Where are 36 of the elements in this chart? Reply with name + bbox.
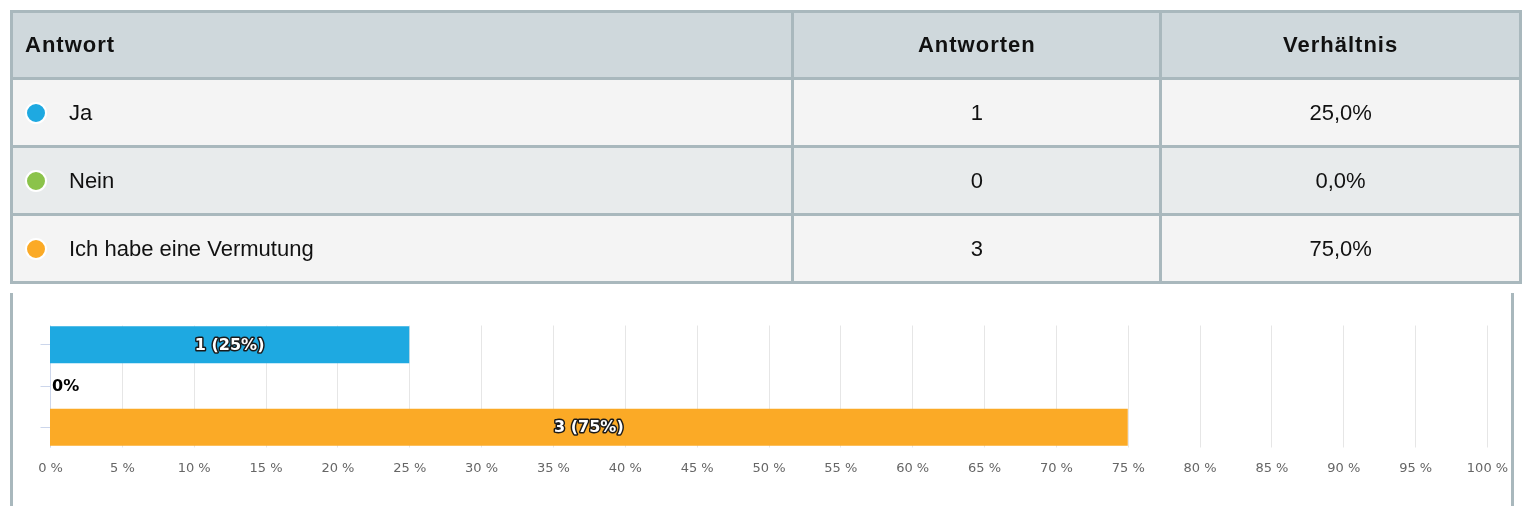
x-tick-label: 45 % bbox=[680, 459, 714, 475]
text: 1 bbox=[970, 99, 983, 125]
text: 0 bbox=[970, 167, 983, 193]
x-tick-label: 85 % bbox=[1255, 459, 1289, 475]
x-tick-label: 95 % bbox=[1399, 459, 1433, 475]
x-tick-label: 15 % bbox=[249, 459, 283, 475]
x-tick-label: 55 % bbox=[824, 459, 858, 475]
x-tick-label: 75 % bbox=[1111, 459, 1145, 475]
x-tick-label: 80 % bbox=[1183, 459, 1217, 475]
category-label: Antworten bbox=[792, 11, 1161, 79]
text: Antwort bbox=[11, 11, 793, 79]
category-label: Nein bbox=[69, 167, 115, 193]
category-label: Ich habe eine Vermutung bbox=[69, 235, 314, 261]
category-label: Verhältnis bbox=[1160, 11, 1521, 79]
x-tick-label: 10 % bbox=[177, 459, 211, 475]
x-tick-label: 20 % bbox=[321, 459, 355, 475]
text: 0,0% bbox=[1315, 167, 1366, 193]
x-tick-label: 40 % bbox=[608, 459, 642, 475]
x-tick-label: 60 % bbox=[896, 459, 930, 475]
x-tick-label: 90 % bbox=[1327, 459, 1361, 475]
x-tick-label: 30 % bbox=[465, 459, 499, 475]
x-tick-label: 100 % bbox=[1466, 459, 1509, 475]
x-tick-label: 25 % bbox=[393, 459, 427, 475]
text: 3 bbox=[970, 235, 983, 261]
x-tick-label: 65 % bbox=[968, 459, 1002, 475]
data-label: 3 (75%) bbox=[554, 417, 624, 437]
x-tick-label: 5 % bbox=[109, 459, 135, 475]
x-tick-label: 0 % bbox=[38, 459, 63, 475]
x-tick-label: 35 % bbox=[536, 459, 570, 475]
text: 75,0% bbox=[1309, 235, 1372, 261]
category-label: Ja bbox=[69, 99, 93, 125]
data-label: 1 (25%) bbox=[194, 334, 265, 354]
x-tick-label: 70 % bbox=[1039, 459, 1073, 475]
x-tick-label: 50 % bbox=[752, 459, 786, 475]
data-label: 0% bbox=[52, 376, 80, 395]
text: 25,0% bbox=[1309, 99, 1372, 125]
